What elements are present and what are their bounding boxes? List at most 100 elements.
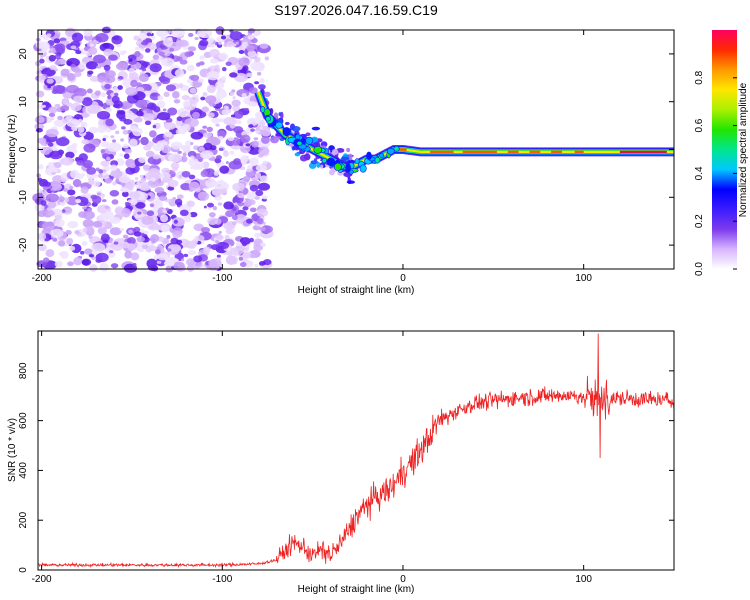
noise-blob (81, 258, 92, 266)
noise-blob (46, 78, 54, 84)
noise-blob (100, 92, 107, 98)
noise-blob (86, 228, 95, 235)
noise-blob (46, 33, 52, 38)
ridge-blob (296, 140, 303, 146)
noise-blob (122, 130, 129, 135)
noise-blob (149, 222, 158, 229)
noise-blob (158, 51, 165, 56)
noise-blob (218, 147, 224, 152)
noise-blob (160, 224, 170, 233)
y-tick-label: 800 (18, 362, 29, 379)
noise-blob (230, 246, 244, 256)
noise-blob (167, 153, 183, 163)
noise-blob (153, 106, 161, 113)
noise-blob (247, 199, 256, 206)
noise-blob (150, 177, 156, 182)
noise-blob (121, 126, 126, 130)
noise-blob (249, 237, 254, 243)
transition-blob (336, 147, 345, 153)
colorbar-tick-label: 0.2 (694, 214, 705, 228)
noise-blob (146, 210, 155, 217)
noise-blob (48, 112, 56, 118)
noise-blob (101, 199, 107, 203)
noise-blob (95, 167, 100, 172)
noise-blob (182, 152, 187, 157)
noise-blob (36, 173, 41, 178)
colorbar-tick-label: 0.8 (694, 70, 705, 84)
noise-blob (142, 164, 151, 170)
noise-blob (115, 62, 129, 71)
noise-blob (147, 245, 158, 252)
noise-blob (119, 50, 126, 56)
noise-blob (170, 162, 180, 170)
noise-blob (210, 58, 219, 64)
noise-blob (202, 153, 210, 159)
noise-blob (144, 120, 152, 126)
noise-blob (140, 232, 146, 236)
noise-blob (246, 72, 253, 78)
noise-blob (216, 257, 222, 261)
noise-blob (100, 160, 110, 167)
noise-blob (189, 211, 198, 218)
ridge-blob (275, 121, 283, 129)
noise-blob (123, 153, 130, 160)
ridge-blob (305, 136, 314, 145)
noise-blob (242, 175, 251, 182)
noise-blob (130, 252, 140, 261)
noise-blob (174, 68, 185, 78)
noise-blob (111, 95, 120, 104)
noise-blob (162, 108, 167, 112)
noise-blob (237, 120, 241, 124)
noise-blob (232, 182, 245, 192)
ridge-blob (379, 153, 385, 158)
noise-blob (258, 146, 270, 156)
transition-blob (331, 148, 339, 155)
noise-blob (196, 235, 205, 242)
noise-blob (176, 239, 183, 245)
colorbar-gradient (712, 30, 737, 269)
snr-background (38, 331, 674, 570)
spectrogram-signal-ridge (254, 90, 677, 175)
noise-blob (197, 78, 205, 83)
noise-blob (255, 130, 260, 134)
noise-blob (144, 171, 161, 181)
noise-blob (183, 100, 191, 108)
transition-blob (270, 136, 279, 144)
spectrogram-x-label: Height of straight line (km) (298, 285, 415, 296)
noise-blob (186, 78, 194, 84)
noise-blob (191, 239, 199, 245)
noise-blob (146, 32, 152, 37)
noise-blob (87, 179, 95, 185)
noise-blob (98, 169, 104, 174)
noise-blob (256, 62, 265, 72)
noise-blob (259, 126, 263, 130)
noise-blob (187, 46, 197, 52)
noise-blob (190, 74, 200, 81)
noise-blob (136, 236, 145, 243)
noise-blob (216, 234, 224, 240)
noise-blob (70, 169, 80, 179)
noise-blob (149, 63, 162, 73)
noise-blob (77, 126, 85, 133)
noise-blob (48, 54, 56, 62)
noise-blob (137, 211, 142, 215)
y-tick-label: 0 (18, 567, 29, 573)
x-tick-label: -100 (212, 574, 232, 585)
noise-blob (108, 54, 118, 61)
noise-blob (225, 210, 235, 217)
noise-blob (249, 207, 257, 213)
noise-blob (103, 134, 109, 139)
noise-blob (248, 124, 254, 128)
noise-blob (216, 170, 220, 174)
noise-blob (71, 119, 78, 125)
noise-blob (214, 195, 222, 201)
noise-blob (201, 106, 209, 113)
noise-blob (249, 157, 259, 167)
colorbar-tick-label: 0.0 (694, 262, 705, 276)
ridge-blob (321, 158, 327, 164)
noise-blob (110, 161, 117, 166)
noise-blob (119, 228, 125, 232)
noise-blob (162, 176, 169, 183)
noise-blob (214, 64, 220, 69)
noise-blob (103, 48, 114, 57)
